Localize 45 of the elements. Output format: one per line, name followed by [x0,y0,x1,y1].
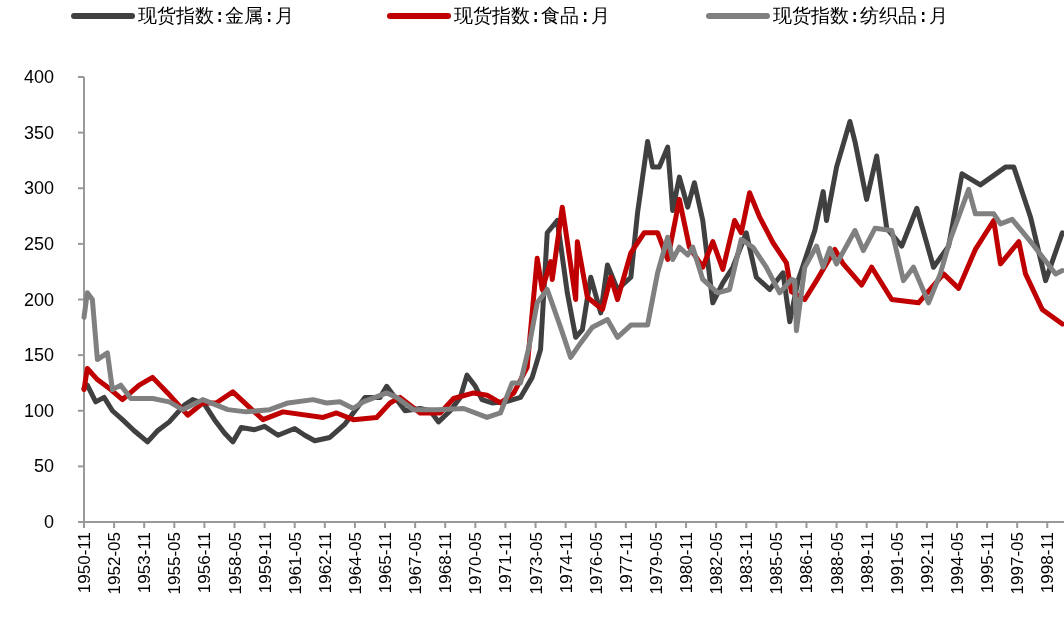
x-tick-label: 1958-05 [225,532,245,595]
y-tick-label: 200 [23,289,54,310]
x-tick-label: 1988-05 [827,532,847,595]
x-tick-label: 1979-05 [646,532,666,595]
x-tick-label: 1980-11 [677,532,697,594]
x-tick-label: 1970-05 [466,532,486,595]
x-tick-label: 1998-11 [1038,532,1058,594]
y-tick-label: 150 [23,345,54,366]
y-tick-label: 250 [23,233,54,254]
x-tick-label: 1955-05 [165,532,185,595]
x-tick-label: 1991-05 [887,532,907,595]
x-tick-label: 1952-05 [105,532,125,595]
x-tick-label: 1971-11 [496,532,516,594]
x-tick-label: 1986-11 [797,532,817,594]
x-tick-label: 1967-05 [406,532,426,595]
x-tick-label: 1994-05 [947,532,967,595]
x-tick-label: 1974-11 [556,532,576,594]
x-tick-label: 1985-05 [767,532,787,595]
x-tick-label: 1983-11 [737,532,757,594]
y-tick-label: 50 [33,456,54,477]
x-tick-label: 1982-05 [707,532,727,595]
y-tick-label: 350 [23,122,54,143]
x-tick-label: 1992-11 [917,532,937,594]
x-tick-label: 1956-11 [195,532,215,594]
x-tick-label: 1953-11 [135,532,155,594]
legend-label: 现货指数:食品:月 [454,4,610,26]
x-tick-label: 1964-05 [345,532,365,595]
x-tick-label: 1961-05 [285,532,305,595]
x-tick-label: 1959-11 [255,532,275,594]
x-tick-label: 1973-05 [526,532,546,595]
y-tick-label: 300 [23,178,54,199]
x-tick-label: 1950-11 [75,532,94,594]
y-tick-label: 100 [23,400,54,421]
x-tick-label: 1965-11 [376,532,396,594]
x-tick-label: 1962-11 [315,532,335,594]
y-tick-label: 0 [43,512,54,532]
legend-label: 现货指数:纺织品:月 [773,4,948,26]
y-tick-label: 400 [23,67,54,87]
x-tick-label: 1989-11 [857,532,877,594]
x-tick-label: 1995-11 [978,532,998,594]
legend-label: 现货指数:金属:月 [138,4,294,26]
x-tick-label: 1968-11 [436,532,456,594]
x-tick-label: 1976-05 [586,532,606,595]
x-tick-label: 1977-11 [616,532,636,594]
x-tick-label: 1997-05 [1008,532,1028,595]
